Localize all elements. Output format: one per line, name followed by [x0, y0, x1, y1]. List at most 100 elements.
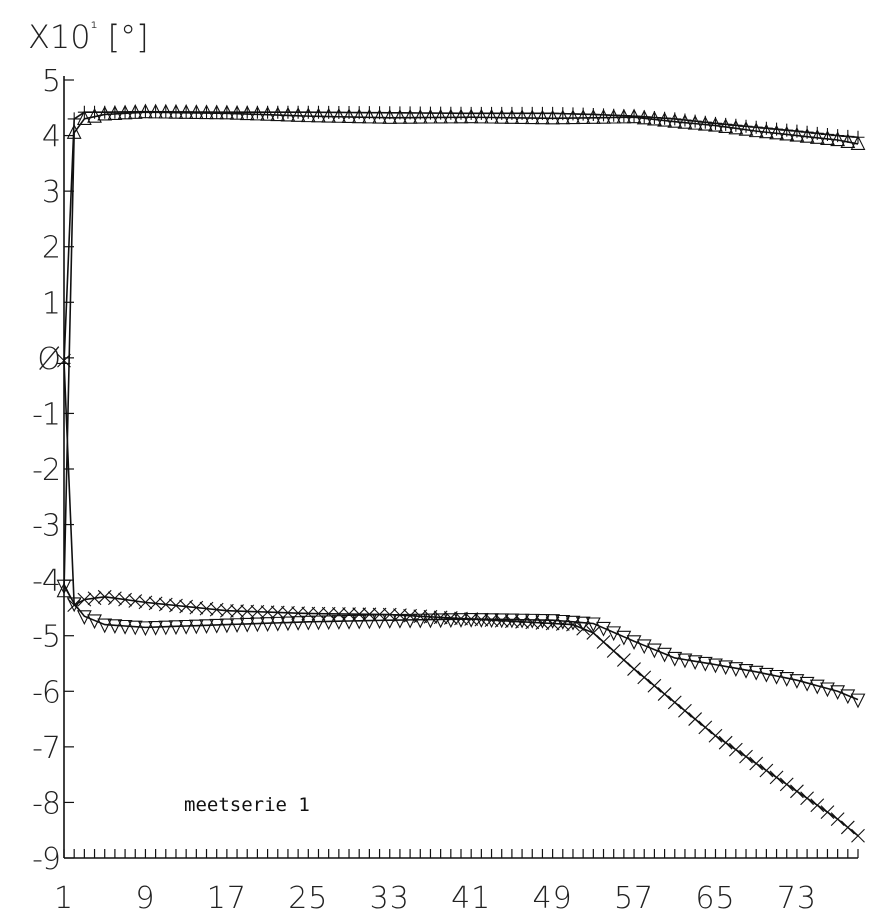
- triangle-up-marker: [494, 108, 510, 124]
- triangle-up-marker: [209, 104, 225, 120]
- triangle-up-marker: [392, 108, 408, 124]
- triangle-up-marker: [372, 108, 387, 124]
- y-tick-label: -3: [32, 509, 60, 544]
- triangle-down-marker: [657, 647, 672, 663]
- triangle-up-marker: [107, 105, 123, 120]
- y-tick-label: 2: [42, 231, 60, 266]
- triangle-down-marker: [463, 612, 479, 628]
- triangle-down-marker: [758, 667, 774, 683]
- y-tick-label: -7: [32, 731, 60, 766]
- y-tick-label: 4: [42, 120, 60, 155]
- triangle-up-marker: [626, 108, 642, 124]
- triangle-up-marker: [657, 111, 672, 127]
- x-marker: [667, 695, 682, 710]
- triangle-down-marker: [596, 621, 611, 637]
- triangle-up-marker: [412, 108, 428, 124]
- x-tick-label: 25: [288, 881, 328, 916]
- triangle-down-marker: [423, 613, 438, 629]
- triangle-up-marker: [290, 107, 306, 122]
- triangle-up-marker: [138, 103, 153, 119]
- triangle-up-marker: [575, 109, 591, 124]
- series-line: [63, 110, 859, 364]
- triangle-down-marker: [697, 656, 713, 672]
- x-marker: [769, 770, 784, 785]
- triangle-down-marker: [504, 613, 520, 629]
- triangle-up-marker: [514, 109, 530, 124]
- triangle-down-marker: [97, 618, 113, 634]
- triangle-up-marker: [830, 131, 846, 147]
- triangle-up-marker: [280, 106, 296, 122]
- triangle-up-marker: [463, 108, 479, 124]
- x-marker: [718, 735, 733, 750]
- y-tick-label: 5: [42, 64, 60, 99]
- x-marker: [616, 653, 631, 667]
- triangle-down-marker: [219, 618, 235, 634]
- triangle-down-marker: [392, 613, 408, 629]
- triangle-down-marker: [728, 662, 744, 677]
- triangle-down-marker: [300, 615, 316, 631]
- series-plus: [57, 105, 865, 370]
- series-line: [63, 585, 859, 701]
- x-marker: [830, 812, 845, 826]
- triangle-up-marker: [260, 106, 275, 121]
- triangle-up-marker: [535, 109, 550, 125]
- series-line: [63, 360, 859, 837]
- x-tick-label: 49: [533, 881, 573, 916]
- triangle-down-marker: [372, 614, 387, 630]
- triangle-up-marker: [840, 133, 856, 149]
- triangle-down-marker: [250, 617, 265, 633]
- x-tick-label: 33: [370, 881, 410, 916]
- triangle-down-marker: [514, 613, 530, 629]
- triangle-up-marker: [647, 110, 662, 126]
- y-tick-label: -4: [32, 564, 60, 599]
- x-marker: [678, 703, 692, 718]
- triangle-up-marker: [697, 115, 713, 131]
- triangle-down-marker: [351, 614, 367, 630]
- triangle-down-marker: [260, 617, 275, 632]
- triangle-down-marker: [585, 617, 601, 633]
- x-tick-label: 17: [207, 881, 247, 916]
- triangle-down-marker: [280, 616, 296, 632]
- series-triangle-up: [56, 103, 866, 598]
- triangle-down-marker: [117, 619, 133, 635]
- triangle-up-marker: [748, 122, 764, 138]
- triangle-up-marker: [270, 106, 286, 122]
- triangle-up-marker: [718, 118, 734, 134]
- triangle-up-marker: [300, 107, 316, 123]
- triangle-down-marker: [56, 579, 72, 595]
- series-triangle-down: [56, 579, 866, 709]
- triangle-down-marker: [402, 613, 418, 629]
- triangle-up-marker: [188, 104, 204, 119]
- triangle-down-marker: [453, 613, 469, 628]
- triangle-down-marker: [209, 618, 225, 634]
- series-line: [63, 111, 859, 592]
- x-marker: [576, 621, 591, 636]
- triangle-up-marker: [341, 108, 357, 124]
- y-tick-label: -5: [32, 620, 60, 655]
- triangle-up-marker: [677, 113, 693, 129]
- x-marker: [657, 687, 672, 701]
- triangle-up-marker: [769, 124, 784, 140]
- y-tick-labels: 5 4 3 2 1 Ø -1 -2 -3 -4 -5 -6 -7 -8 -9: [32, 64, 61, 877]
- series-annotation: meetserie 1: [184, 794, 310, 816]
- triangle-down-marker: [229, 618, 245, 633]
- x-tick-label: 41: [451, 881, 491, 916]
- triangle-up-marker: [148, 103, 164, 119]
- triangle-down-marker: [473, 613, 489, 628]
- triangle-up-marker: [565, 109, 581, 125]
- x-marker: [840, 820, 855, 835]
- x-marker: [698, 720, 713, 735]
- triangle-down-marker: [769, 669, 784, 685]
- x-marker: [790, 784, 804, 799]
- triangle-down-marker: [555, 614, 571, 630]
- triangle-down-marker: [647, 643, 662, 659]
- x-tick-label: 9: [135, 881, 155, 916]
- plus-marker: [841, 129, 855, 143]
- triangle-up-marker: [585, 109, 601, 124]
- triangle-down-marker: [626, 635, 642, 651]
- x-marker: [423, 609, 438, 624]
- triangle-down-marker: [87, 614, 102, 630]
- triangle-up-marker: [545, 109, 561, 125]
- triangle-up-marker: [66, 124, 82, 139]
